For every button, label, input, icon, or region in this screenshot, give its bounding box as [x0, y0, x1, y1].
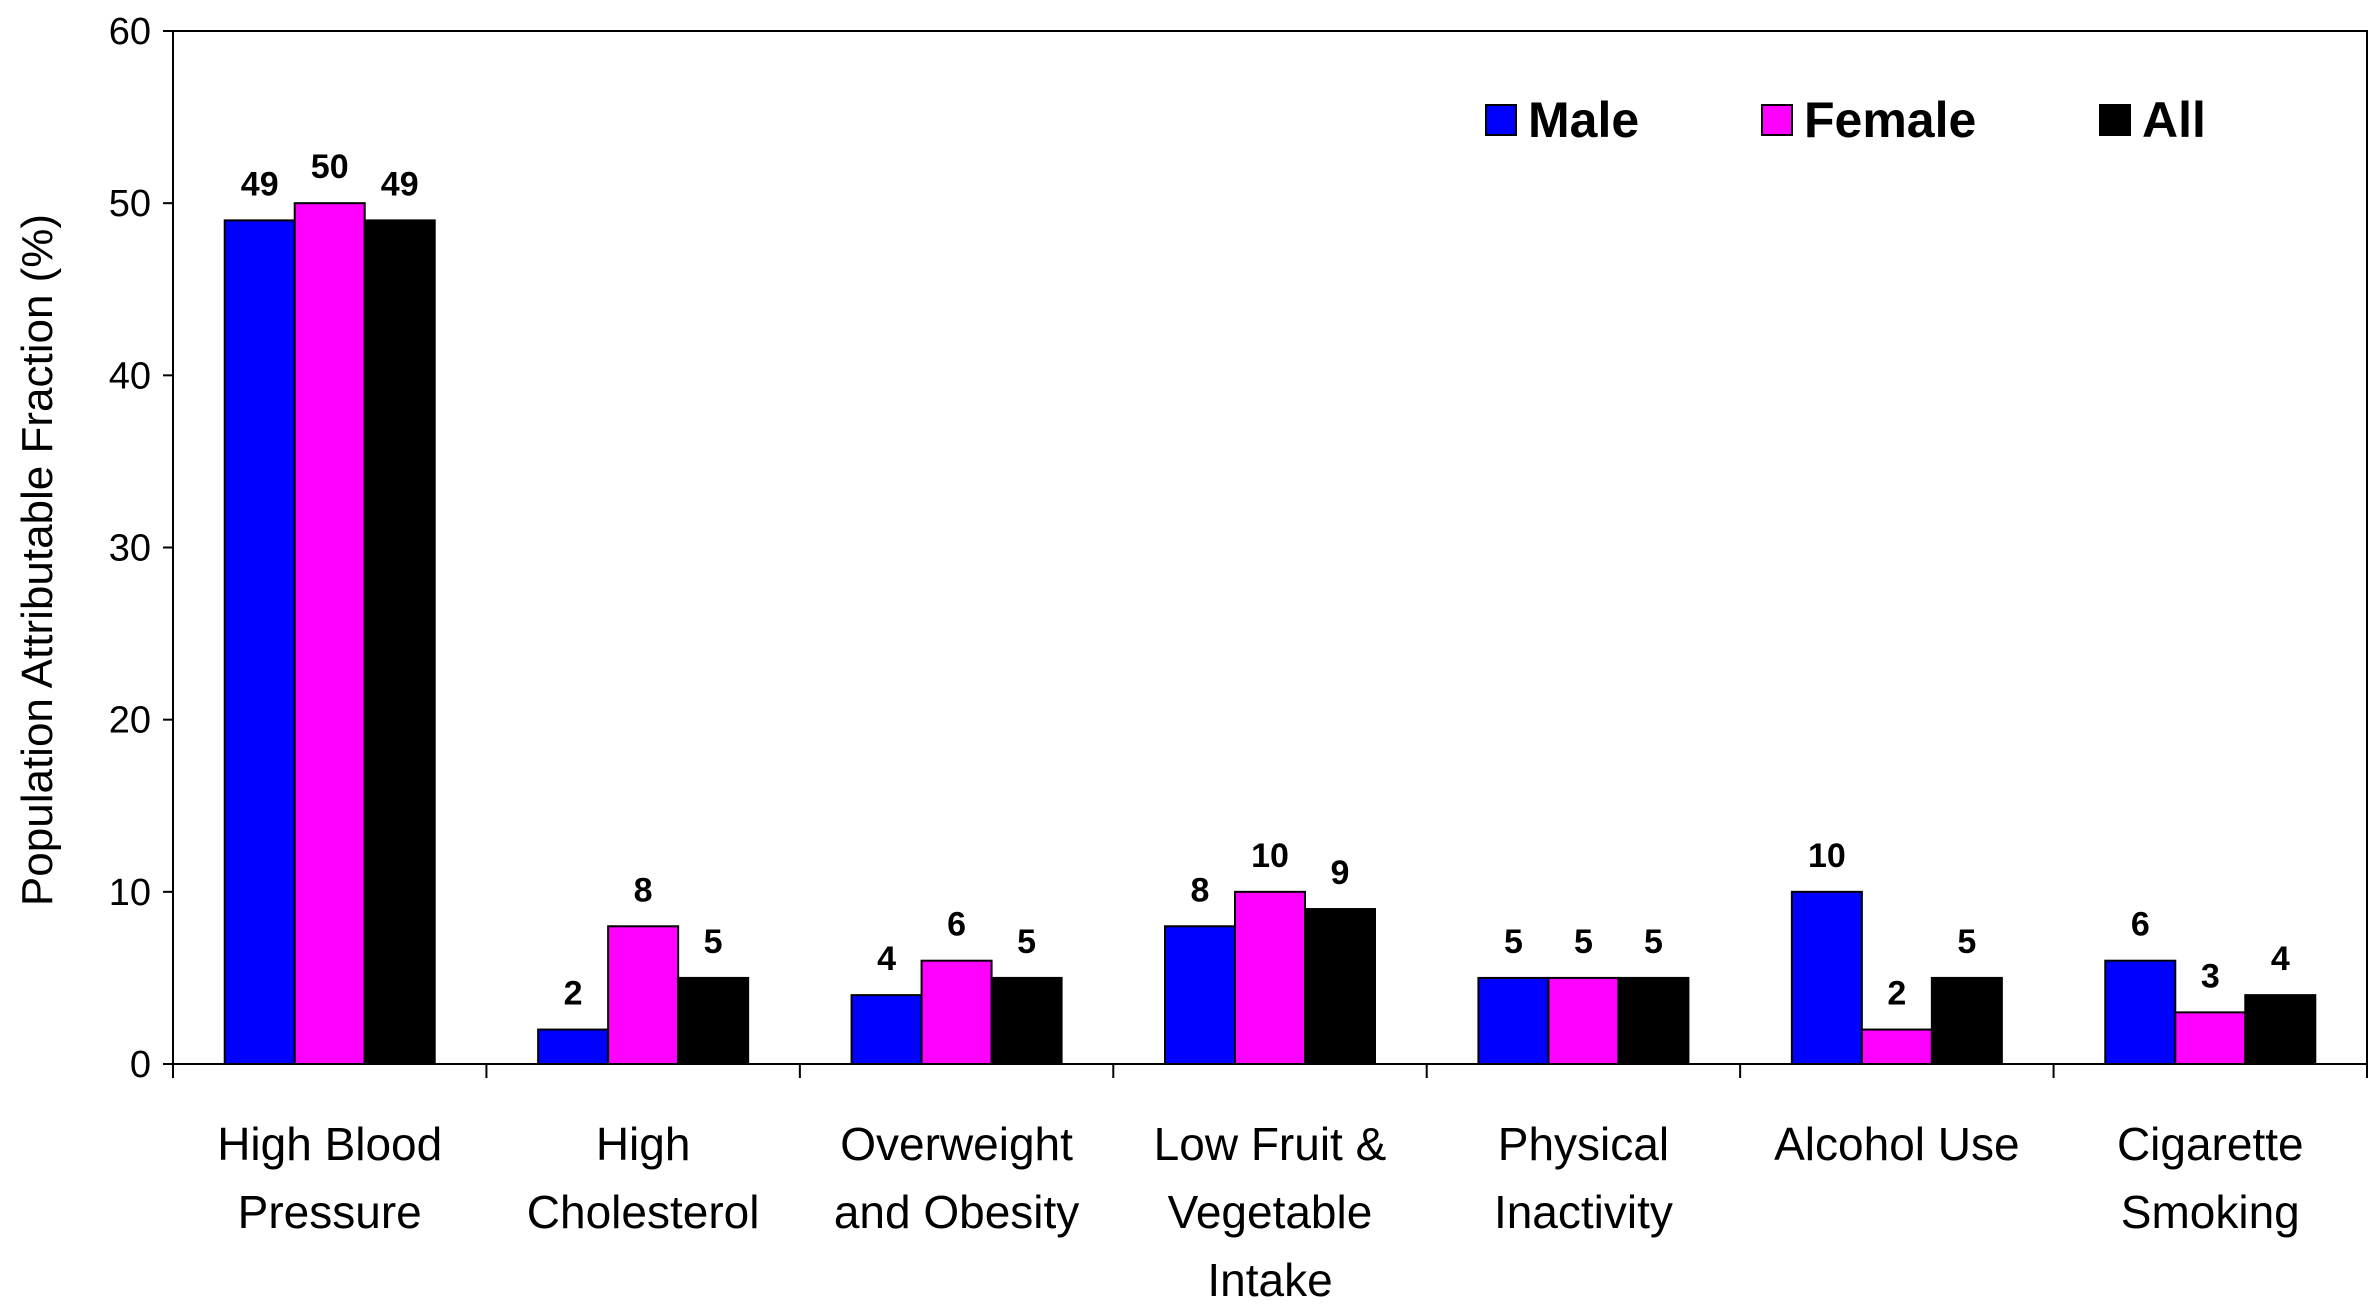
- category-label: Physical: [1498, 1118, 1669, 1170]
- data-label-all: 9: [1331, 854, 1350, 892]
- category-labels: High Blood Pressure High Cholesterol Overwei…: [217, 1118, 2303, 1306]
- y-tick-label: 0: [130, 1044, 151, 1086]
- data-label-female: 50: [311, 148, 349, 186]
- category-label: and Obesity: [834, 1186, 1079, 1238]
- data-label-male: 10: [1808, 837, 1846, 875]
- bar-female: [607, 925, 680, 1065]
- x-axis-ticks: [172, 1064, 2368, 1078]
- legend-swatch-female: [1761, 104, 1793, 136]
- bar-all: [1930, 976, 2003, 1066]
- category-label: Vegetable: [1168, 1186, 1373, 1238]
- data-labels: 49 50 49 2 8 5 4 6 5 8 10 9 5 5 5 10 2 5 6 3 4: [241, 148, 2290, 1012]
- legend: Male Female All: [1485, 92, 2206, 148]
- bar-all: [2244, 994, 2317, 1066]
- bar-all: [990, 976, 1063, 1066]
- data-label-female: 3: [2201, 957, 2220, 995]
- bar-male: [850, 994, 923, 1066]
- bar-male: [1790, 890, 1863, 1065]
- category-label: High: [596, 1118, 691, 1170]
- category-label: High Blood: [217, 1118, 442, 1170]
- category-label: Alcohol Use: [1774, 1118, 2019, 1170]
- bars: [223, 202, 2317, 1066]
- bar-female: [1860, 1028, 1933, 1065]
- data-label-female: 8: [634, 871, 653, 909]
- category-label: Overweight: [840, 1118, 1073, 1170]
- category-label: Intake: [1207, 1254, 1332, 1306]
- data-label-male: 8: [1191, 871, 1210, 909]
- y-tick-label: 10: [109, 872, 151, 914]
- y-axis-ticks: 0 10 20 30 40 50 60: [109, 11, 173, 1086]
- data-label-male: 5: [1504, 923, 1523, 961]
- data-label-male: 4: [877, 940, 896, 978]
- data-label-male: 6: [2131, 906, 2150, 944]
- data-label-all: 5: [1644, 923, 1663, 961]
- data-label-female: 10: [1251, 837, 1289, 875]
- data-label-female: 6: [947, 906, 966, 944]
- y-tick-label: 20: [109, 700, 151, 742]
- category-label: Inactivity: [1494, 1186, 1673, 1238]
- y-tick-label: 50: [109, 183, 151, 225]
- bar-male: [223, 219, 296, 1065]
- bar-female: [1234, 890, 1306, 1065]
- bar-all: [677, 976, 750, 1066]
- legend-swatch-male: [1485, 104, 1517, 136]
- legend-label-female: Female: [1804, 92, 1976, 148]
- category-label: Smoking: [2121, 1186, 2300, 1238]
- bar-female: [293, 202, 366, 1065]
- bar-all: [1617, 976, 1690, 1066]
- data-label-male: 49: [241, 165, 279, 203]
- bar-female: [920, 959, 993, 1066]
- y-tick-label: 60: [109, 11, 151, 53]
- data-label-male: 2: [564, 975, 583, 1013]
- bar-male: [2104, 959, 2177, 1066]
- y-axis-title: Population Attributable Fraction (%): [13, 214, 62, 906]
- data-label-female: 5: [1574, 923, 1593, 961]
- category-label: Cigarette: [2117, 1118, 2304, 1170]
- bar-male: [1164, 925, 1236, 1065]
- bar-female: [1547, 976, 1620, 1066]
- y-tick-label: 40: [109, 355, 151, 397]
- bar-female: [2174, 1011, 2247, 1065]
- y-tick-label: 30: [109, 528, 151, 570]
- data-label-all: 49: [381, 165, 419, 203]
- legend-label-male: Male: [1528, 92, 1639, 148]
- bar-male: [537, 1028, 610, 1065]
- data-label-all: 5: [1017, 923, 1036, 961]
- category-label: Cholesterol: [527, 1186, 760, 1238]
- legend-label-all: All: [2142, 92, 2206, 148]
- bar-all: [1304, 908, 1376, 1065]
- category-label: Low Fruit &: [1154, 1118, 1387, 1170]
- category-label: Pressure: [238, 1186, 422, 1238]
- bar-all: [363, 219, 436, 1065]
- legend-swatch-all: [2099, 104, 2131, 136]
- bar-male: [1477, 976, 1550, 1066]
- data-label-all: 4: [2271, 940, 2290, 978]
- data-label-all: 5: [1957, 923, 1976, 961]
- data-label-female: 2: [1887, 975, 1906, 1013]
- data-label-all: 5: [704, 923, 723, 961]
